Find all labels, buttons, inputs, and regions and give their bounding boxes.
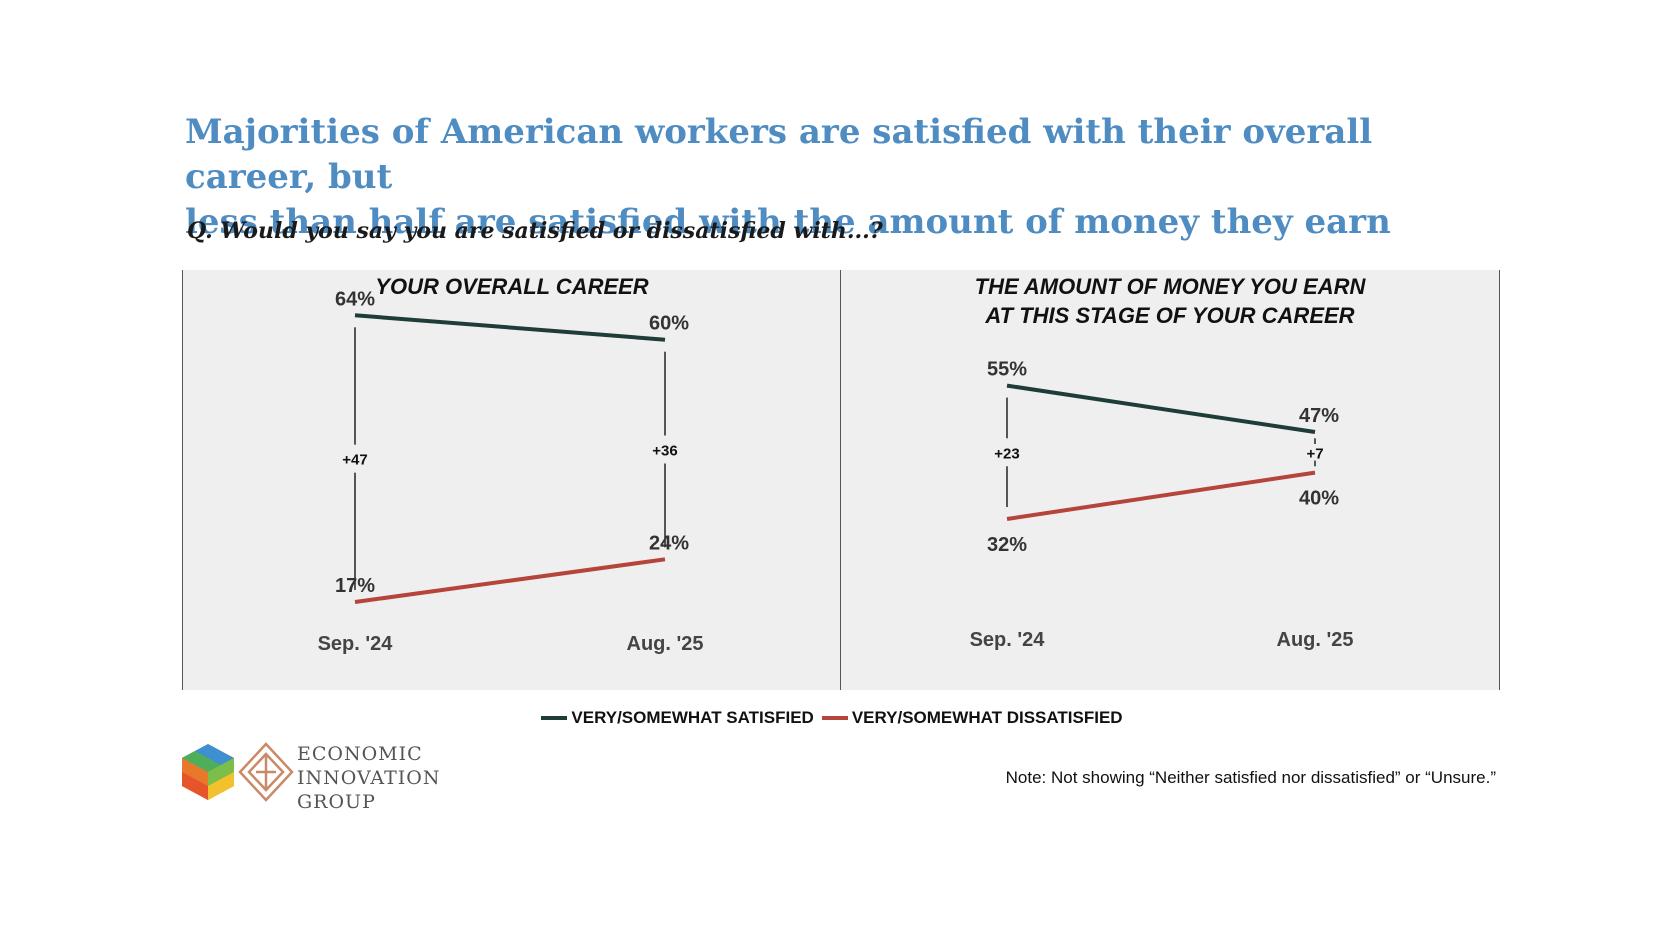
x-tick-label: Sep. '24 xyxy=(970,629,1046,651)
series-line-dissatisfied xyxy=(1006,470,1316,521)
data-label: 47% xyxy=(1299,405,1339,427)
legend-item-satisfied: VERY/SOMEWHAT SATISFIED xyxy=(541,708,814,728)
data-label: 32% xyxy=(987,534,1027,556)
cube-mark-icon xyxy=(182,744,234,800)
diamond-emblem-icon xyxy=(238,742,294,802)
data-label: 60% xyxy=(649,313,689,335)
data-label: 64% xyxy=(335,288,375,310)
series-line-satisfied xyxy=(1006,383,1316,434)
legend-swatch-dissatisfied xyxy=(821,716,848,720)
gap-label: +36 xyxy=(652,443,677,460)
logo-line-2: INNOVATION xyxy=(297,767,441,789)
gap-label: +7 xyxy=(1306,445,1323,462)
chart-overall-career: YOUR OVERALL CAREER +47 +36 64% 60% 17% 24% Sep… xyxy=(318,274,704,655)
chart-title-line-1: YOUR OVERALL CAREER xyxy=(375,274,649,299)
headline-line-1: Majorities of American workers are satis… xyxy=(185,112,1373,197)
chart-money-earned: THE AMOUNT OF MONEY YOU EARN AT THIS STAG… xyxy=(970,274,1367,651)
legend: VERY/SOMEWHAT SATISFIED VERY/SOMEWHAT DI… xyxy=(0,708,1664,728)
logo-line-3: GROUP xyxy=(297,791,376,813)
series-line-dissatisfied xyxy=(354,557,666,604)
logo-line-1: ECONOMIC xyxy=(297,743,423,765)
chart-panel-overall-career: YOUR OVERALL CAREER +47 +36 64% 60% 17% 24% Sep… xyxy=(182,270,841,690)
gap-label: +47 xyxy=(342,452,367,469)
x-tick-label: Aug. '25 xyxy=(1277,629,1354,651)
data-label: 24% xyxy=(649,532,689,554)
chart-title-line-1: THE AMOUNT OF MONEY YOU EARN xyxy=(975,274,1367,299)
series-line-satisfied xyxy=(354,313,666,342)
chart-title-line-2: AT THIS STAGE OF YOUR CAREER xyxy=(984,303,1354,328)
x-tick-label: Sep. '24 xyxy=(318,633,394,655)
survey-question: Q. Would you say you are satisfied or di… xyxy=(187,218,883,244)
data-label: 17% xyxy=(335,575,375,597)
legend-label-dissatisfied: VERY/SOMEWHAT DISSATISFIED xyxy=(851,708,1123,727)
eig-logo-icon xyxy=(182,742,294,802)
footnote: Note: Not showing “Neither satisfied nor… xyxy=(1005,768,1496,787)
legend-label-satisfied: VERY/SOMEWHAT SATISFIED xyxy=(571,708,814,727)
logo-wordmark: ECONOMIC INNOVATION GROUP xyxy=(297,742,441,814)
x-tick-label: Aug. '25 xyxy=(627,633,704,655)
headline-line-2: less than half are satisfied with the am… xyxy=(185,202,1391,242)
legend-item-dissatisfied: VERY/SOMEWHAT DISSATISFIED xyxy=(821,708,1123,728)
headline: Majorities of American workers are satis… xyxy=(185,110,1515,245)
legend-swatch-satisfied xyxy=(541,716,568,720)
chart-panel-money-earned: THE AMOUNT OF MONEY YOU EARN AT THIS STAG… xyxy=(840,270,1500,690)
data-label: 55% xyxy=(987,359,1027,381)
gap-label: +23 xyxy=(994,445,1019,462)
data-label: 40% xyxy=(1299,488,1339,510)
